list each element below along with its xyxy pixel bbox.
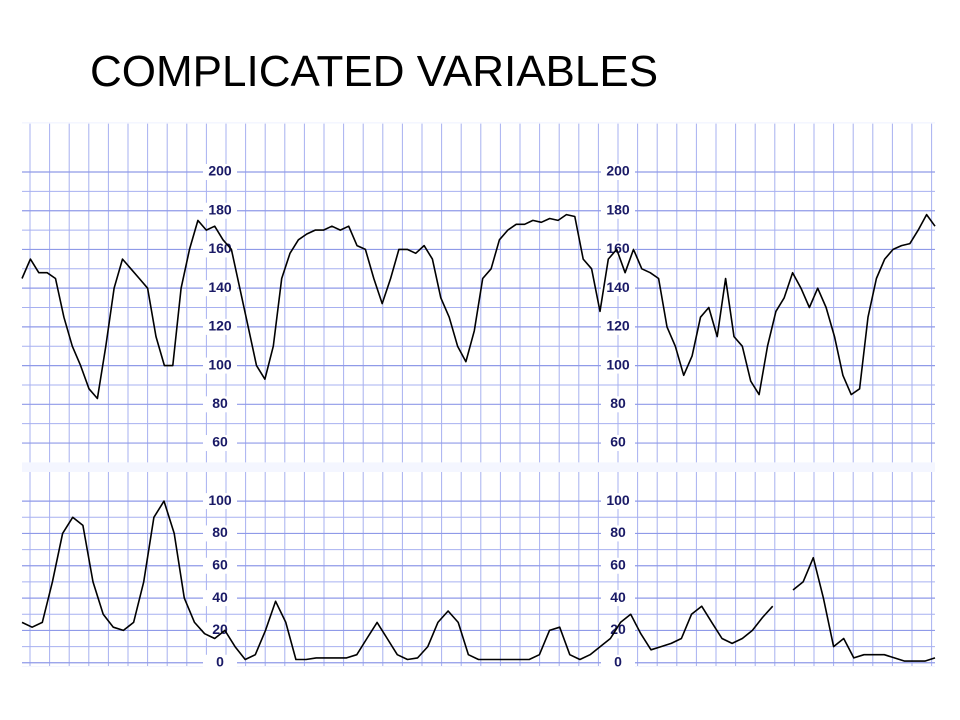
tick-label-background bbox=[203, 525, 237, 542]
panel-background bbox=[22, 123, 935, 463]
tick-label-background bbox=[601, 557, 635, 574]
tick-label-background bbox=[203, 557, 237, 574]
y-tick-label: 60 bbox=[610, 434, 626, 450]
y-tick-label: 200 bbox=[606, 163, 630, 179]
y-tick-label: 180 bbox=[606, 201, 630, 217]
y-tick-label: 100 bbox=[606, 492, 630, 508]
tick-label-background bbox=[601, 318, 635, 335]
y-tick-label: 100 bbox=[208, 492, 232, 508]
y-tick-label: 40 bbox=[610, 589, 626, 605]
trace-line bbox=[21, 500, 936, 662]
y-tick-label: 120 bbox=[208, 318, 232, 334]
y-tick-label: 200 bbox=[208, 163, 232, 179]
tick-label-background bbox=[601, 493, 635, 510]
y-tick-label: 160 bbox=[606, 240, 630, 256]
y-tick-label: 80 bbox=[610, 524, 626, 540]
tick-label-background bbox=[601, 241, 635, 258]
tick-label-background bbox=[203, 164, 237, 180]
y-tick-label: 120 bbox=[606, 318, 630, 334]
trace-line bbox=[21, 213, 936, 400]
y-tick-label: 60 bbox=[212, 434, 228, 450]
panel-background bbox=[22, 472, 935, 666]
tick-label-background bbox=[203, 622, 237, 639]
tick-label-background bbox=[203, 357, 237, 374]
y-tick-label: 60 bbox=[212, 556, 228, 572]
tick-label-background bbox=[203, 493, 237, 510]
tick-label-background bbox=[601, 654, 635, 671]
y-tick-label: 0 bbox=[614, 653, 622, 669]
tick-label-background bbox=[601, 357, 635, 374]
y-tick-label: 160 bbox=[208, 240, 232, 256]
y-tick-label: 100 bbox=[606, 356, 630, 372]
tick-label-background bbox=[203, 280, 237, 297]
y-tick-label: 20 bbox=[212, 621, 228, 637]
tick-label-background bbox=[601, 396, 635, 413]
y-tick-label: 100 bbox=[208, 356, 232, 372]
y-tick-label: 40 bbox=[212, 589, 228, 605]
tick-label-background bbox=[203, 590, 237, 607]
tick-label-background bbox=[203, 654, 237, 671]
tick-label-background bbox=[203, 396, 237, 413]
tick-label-background bbox=[203, 435, 237, 452]
tick-label-background bbox=[601, 280, 635, 297]
y-tick-label: 0 bbox=[216, 653, 224, 669]
tick-label-background bbox=[601, 525, 635, 542]
y-tick-label: 140 bbox=[606, 279, 630, 295]
tick-label-background bbox=[601, 622, 635, 639]
tick-label-background bbox=[203, 202, 237, 219]
y-tick-label: 60 bbox=[610, 556, 626, 572]
tick-label-background bbox=[601, 164, 635, 180]
y-tick-label: 140 bbox=[208, 279, 232, 295]
tick-label-background bbox=[203, 318, 237, 335]
y-tick-label: 80 bbox=[212, 524, 228, 540]
y-tick-label: 80 bbox=[610, 395, 626, 411]
tick-label-background bbox=[601, 435, 635, 452]
slide-title: COMPLICATED VARIABLES bbox=[90, 47, 658, 96]
tick-label-background bbox=[601, 202, 635, 219]
y-tick-label: 80 bbox=[212, 395, 228, 411]
tick-label-background bbox=[601, 590, 635, 607]
y-tick-label: 180 bbox=[208, 201, 232, 217]
